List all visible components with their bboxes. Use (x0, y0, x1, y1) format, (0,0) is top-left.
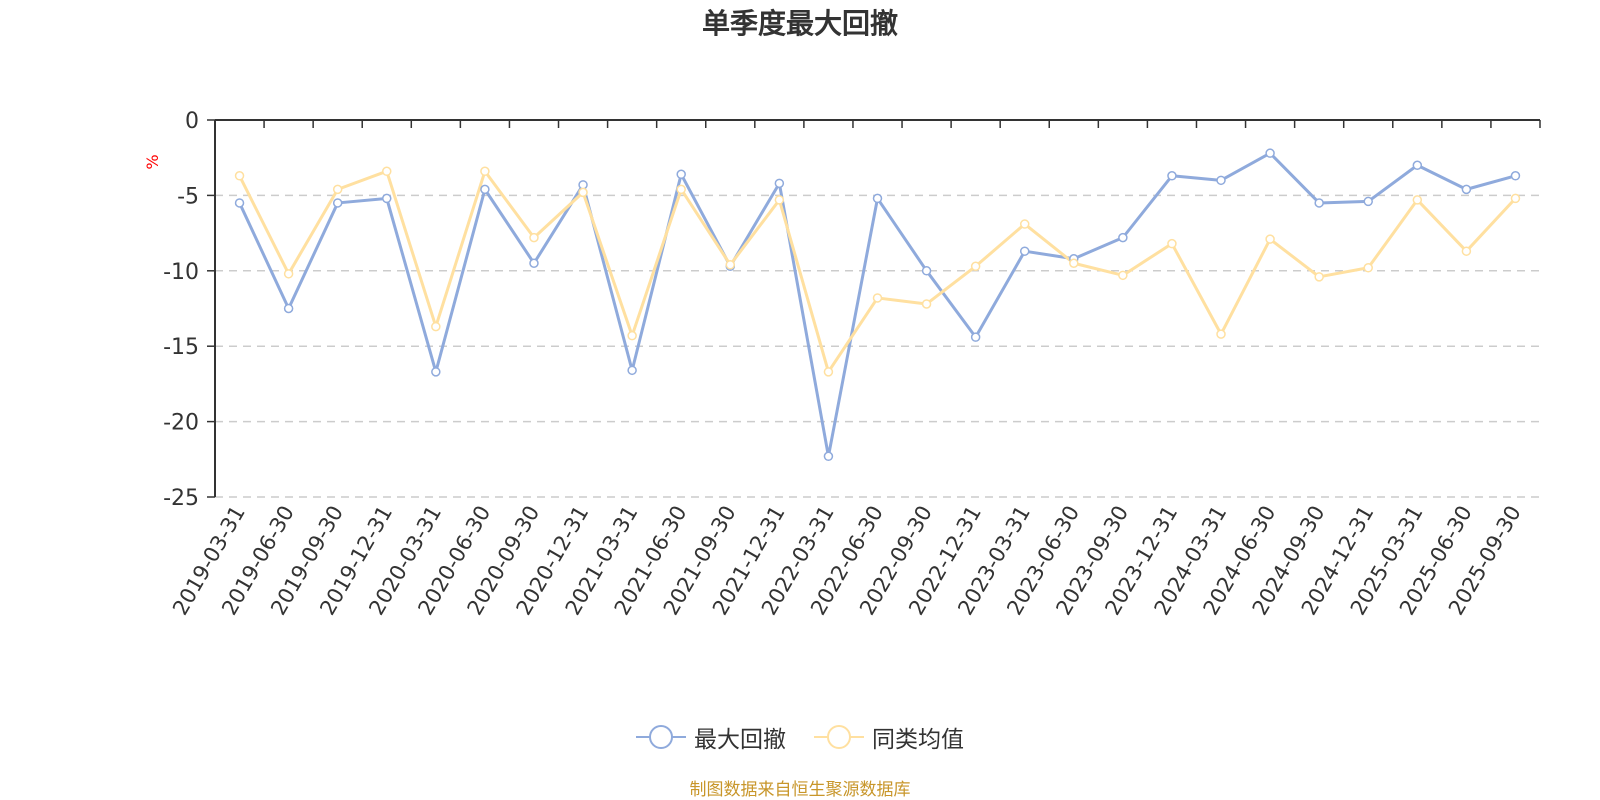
data-point[interactable] (627, 365, 637, 376)
data-point[interactable] (1216, 175, 1226, 186)
data-point[interactable] (970, 261, 981, 272)
legend-label: 同类均值 (872, 727, 964, 753)
data-point[interactable] (921, 266, 932, 276)
data-point[interactable] (823, 367, 834, 377)
data-point[interactable] (1412, 195, 1423, 205)
data-point[interactable] (1167, 238, 1177, 249)
data-point[interactable] (676, 184, 686, 195)
legend-circle-icon (814, 725, 864, 749)
data-point[interactable] (431, 367, 441, 377)
y-tick-label: -5 (177, 184, 199, 209)
data-point[interactable] (1118, 232, 1128, 243)
y-axis-unit-label: % (143, 154, 162, 169)
data-point[interactable] (1363, 196, 1373, 207)
data-point[interactable] (823, 451, 834, 462)
data-point[interactable] (1069, 258, 1079, 269)
data-point[interactable] (234, 171, 245, 181)
data-point[interactable] (1412, 160, 1423, 170)
data-point[interactable] (627, 330, 637, 341)
y-tick-label: -25 (163, 486, 199, 511)
data-point[interactable] (480, 184, 490, 195)
data-point[interactable] (676, 169, 686, 180)
data-point[interactable] (872, 193, 883, 204)
axes: 0-5-10-15-20-252019-03-312019-06-302019-… (163, 109, 1541, 619)
data-point[interactable] (921, 299, 932, 309)
data-point[interactable] (970, 332, 981, 342)
data-point[interactable] (774, 195, 785, 205)
data-point[interactable] (774, 178, 785, 189)
data-point[interactable] (1019, 246, 1030, 256)
data-point[interactable] (283, 303, 294, 314)
y-tick-label: -15 (163, 335, 199, 360)
data-point[interactable] (1314, 272, 1324, 282)
data-point[interactable] (234, 198, 245, 208)
legend-circle-icon (636, 725, 686, 749)
data-point[interactable] (725, 260, 736, 270)
data-point[interactable] (382, 193, 392, 204)
data-point[interactable] (1510, 171, 1521, 181)
data-point[interactable] (529, 232, 539, 243)
data-point[interactable] (1314, 198, 1324, 208)
grid-lines (215, 194, 1540, 498)
y-tick-label: -10 (163, 260, 199, 285)
data-point[interactable] (529, 258, 539, 269)
data-point[interactable] (578, 187, 588, 198)
legend-item-series-1[interactable]: 同类均值 (814, 720, 964, 754)
series-points (234, 148, 1521, 462)
data-point[interactable] (382, 166, 392, 177)
legend-item-series-0[interactable]: 最大回撤 (636, 720, 786, 754)
data-point[interactable] (283, 269, 294, 279)
data-point[interactable] (1363, 263, 1373, 273)
data-point[interactable] (1167, 171, 1177, 181)
data-point[interactable] (1510, 193, 1521, 204)
data-point[interactable] (332, 184, 343, 195)
data-point[interactable] (431, 321, 441, 332)
data-point[interactable] (1019, 219, 1030, 229)
data-point[interactable] (1265, 148, 1275, 158)
data-point[interactable] (1461, 246, 1472, 256)
legend-label: 最大回撤 (694, 727, 786, 753)
data-point[interactable] (872, 293, 883, 303)
data-point[interactable] (1118, 270, 1128, 281)
data-point[interactable] (1461, 184, 1472, 195)
y-tick-label: -20 (163, 411, 199, 436)
source-note: 制图数据来自恒生聚源数据库 (689, 780, 911, 800)
chart-title: 单季度最大回撤 (701, 7, 898, 40)
data-point[interactable] (1265, 234, 1275, 244)
data-point[interactable] (332, 198, 343, 208)
y-tick-label: 0 (185, 109, 199, 134)
data-point[interactable] (1216, 329, 1226, 339)
data-point[interactable] (480, 166, 490, 177)
